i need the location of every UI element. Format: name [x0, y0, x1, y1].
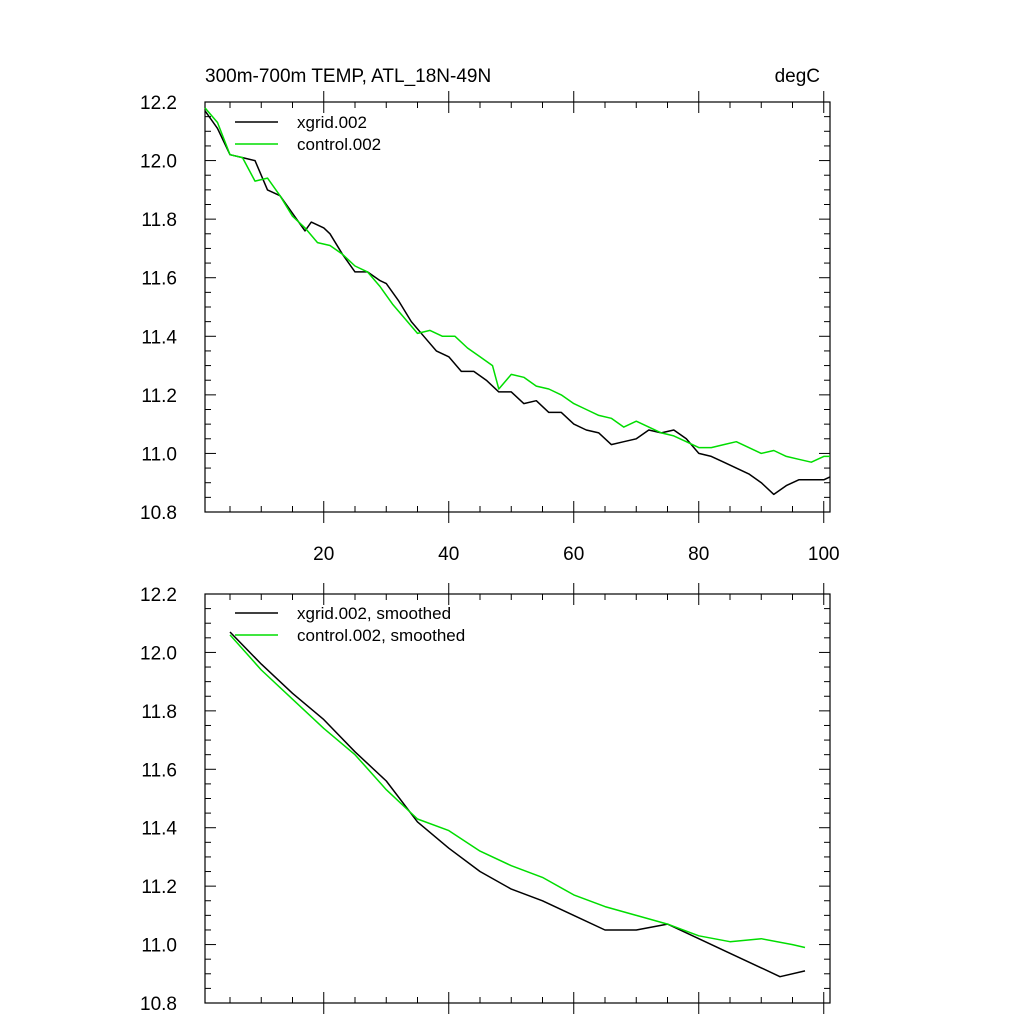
series-line-control [229, 634, 806, 949]
y-tick-label: 10.8 [140, 503, 177, 524]
series-line-xgrid [229, 631, 806, 978]
legend-label: control.002, smoothed [297, 626, 465, 645]
y-tick-label: 11.8 [141, 210, 177, 231]
y-tick-label: 10.8 [140, 994, 177, 1015]
series-line-control [204, 107, 830, 463]
units-label: degC [775, 66, 820, 87]
series-line-xgrid [204, 110, 831, 496]
x-tick-label: 20 [313, 544, 334, 565]
y-tick-label: 12.2 [140, 93, 177, 114]
y-tick-label: 11.0 [141, 444, 177, 465]
x-tick-label: 100 [808, 544, 840, 565]
y-tick-label: 11.4 [141, 819, 177, 840]
y-tick-label: 12.2 [140, 585, 177, 606]
x-tick-label: 40 [438, 544, 459, 565]
y-tick-label: 11.2 [141, 877, 177, 898]
y-tick-label: 11.8 [141, 702, 177, 723]
y-tick-label: 11.0 [141, 936, 177, 957]
y-tick-label: 11.2 [141, 386, 177, 407]
legend-label: xgrid.002 [297, 113, 367, 132]
chart-panel-bottom: 10.8 11.0 11.2 11.4 11.6 11.8 12.0 12.2 xgrid.00… [140, 583, 831, 1015]
legend-label: xgrid.002, smoothed [297, 604, 451, 623]
plot-frame [204, 101, 831, 513]
y-tick-label: 11.6 [141, 269, 177, 290]
y-tick-label: 11.6 [141, 760, 177, 781]
y-tick-label: 11.4 [141, 327, 177, 348]
x-tick-label: 80 [688, 544, 709, 565]
chart-panel-top: 10.8 11.0 11.2 11.4 11.6 11.8 12.0 12.2 20 40 60 80… [140, 66, 840, 565]
y-tick-label: 12.0 [140, 152, 177, 173]
y-tick-label: 12.0 [140, 643, 177, 664]
legend-label: control.002 [297, 135, 381, 154]
x-tick-label: 60 [563, 544, 584, 565]
chart-title: 300m-700m TEMP, ATL_18N-49N [205, 66, 491, 87]
